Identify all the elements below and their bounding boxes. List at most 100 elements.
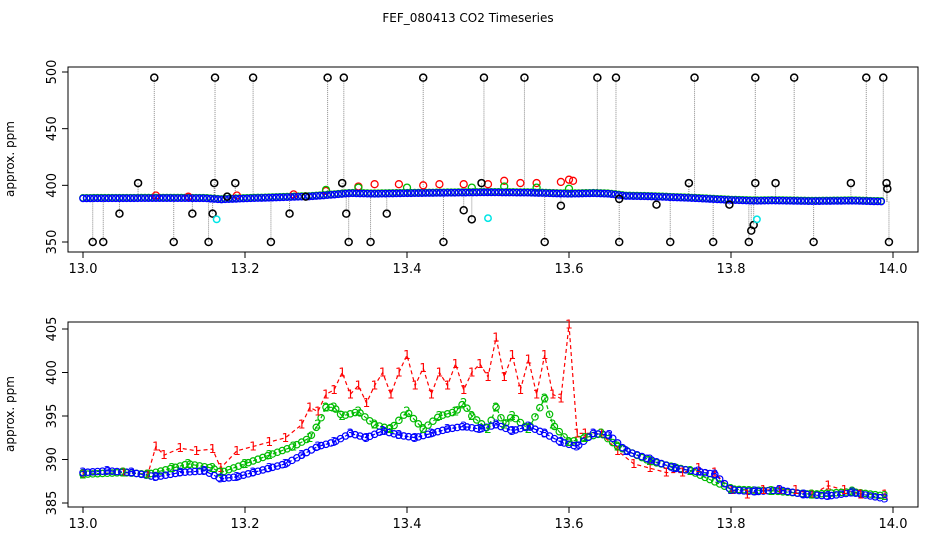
series-3-ring [482,423,491,432]
series-3-ring [166,470,175,479]
top-blue-ring [830,197,838,205]
top-blue-ring [549,189,558,198]
top-blue-ring [494,188,503,197]
series-1-point-label: 1 [881,487,889,501]
series-3-ring [88,468,97,476]
series-3-point-label: 3 [508,424,516,438]
series-3-ring [754,487,763,496]
series-3-ring [516,424,525,433]
top-blue-ring [170,194,178,203]
series-2-point-label: 2 [687,464,695,478]
series-1-point-label: 1 [379,366,387,380]
top-blue-ring [348,189,357,198]
series-2-point-label: 2 [768,484,776,498]
series-2-ring [574,435,583,444]
top-blue-ring [695,194,703,203]
series-2-ring [186,460,194,468]
series-3-ring [492,420,500,429]
series-3-point-label: 3 [711,467,719,481]
series-3-ring [725,484,734,493]
top-blue-ring [702,194,711,203]
series-3-ring [380,427,389,436]
series-3-point-label: 3 [346,426,354,440]
series-3-ring [628,449,636,457]
top-blue-ring [833,197,842,205]
series-2-ring [273,448,282,457]
top-blue-ring [636,192,645,201]
top-blue-ring [312,192,321,200]
top-black-ring [690,73,699,82]
series-3-ring [448,424,457,433]
top-black-ring [382,209,391,218]
series-3-ring [395,431,403,439]
series-3-point-label: 3 [103,464,111,478]
top-blue-ring [491,188,499,197]
top-x-tick-label: 14.0 [879,262,908,277]
series-1-point-label: 1 [517,383,525,397]
series-1-point-label: 1 [120,466,128,480]
top-blue-ring [337,190,346,198]
series-1-point-label: 1 [160,448,168,462]
top-blue-ring [480,188,488,197]
series-1-point-label: 1 [727,483,735,497]
series-3-point-label: 3 [881,492,889,506]
top-blue-ring [465,188,474,197]
series-1-point-label: 1 [306,400,314,414]
top-blue-ring [254,194,262,202]
top-red-ring [500,176,509,185]
series-2-ring [477,420,486,428]
top-y-ticks: 350 400 450 500 [45,60,68,254]
series-2-point-label: 2 [403,405,411,419]
series-2-point-label: 2 [209,461,217,475]
top-blue-ring [640,192,649,201]
top-blue-ring [261,194,270,202]
series-1-point-label: 1 [808,487,816,501]
top-blue-ring [614,191,623,199]
series-1-point-label: 1 [460,383,468,397]
series-3-point-label: 3 [776,483,784,497]
series-3-point-label: 3 [824,489,832,503]
series-3-ring [856,490,865,498]
series-1-point-label: 1 [322,387,330,401]
series-3-ring [93,467,102,476]
top-blue-ring [115,194,124,203]
series-2-ring [555,427,564,436]
series-1-point-label: 1 [557,392,565,406]
series-3-ring [375,428,384,436]
top-black-ring [862,73,871,82]
series-3-point-label: 3 [589,426,597,440]
top-blue-ring [665,193,674,202]
top-blue-ring [152,194,160,203]
top-blue-ring [556,189,565,198]
top-blue-ring [374,189,383,198]
series-3-point-label: 3 [314,439,322,453]
top-blue-ring [195,194,204,203]
series-1-point-label: 1 [452,357,460,371]
series-3-ring [453,423,462,432]
top-blue-ring [585,189,594,198]
top-blue-ring [275,193,284,202]
top-blue-ring [367,189,375,198]
top-black-ring [479,73,489,82]
series-1-point-label: 1 [355,379,363,393]
series-2-ring [545,410,554,419]
top-black-ring [593,73,602,82]
top-blue-ring [800,197,809,205]
series-3-point-label: 3 [363,431,371,445]
series-3-ring [793,489,802,497]
top-x-tick-label: 13.2 [231,262,260,277]
top-black-ring [248,73,258,82]
top-blue-ring [582,189,590,198]
top-blue-ring [144,194,153,203]
top-blue-ring [622,192,630,200]
bottom-x-tick-label: 13.6 [555,517,584,532]
series-1-point-label: 1 [646,461,654,475]
top-blue-ring [669,193,678,202]
top-black-ring [209,178,219,188]
top-blue-ring [840,196,849,205]
top-blue-ring [327,191,335,199]
series-3-point-label: 3 [695,465,703,479]
top-blue-ring [735,196,743,205]
top-black-ring [846,178,856,188]
series-3-ring [312,443,321,452]
